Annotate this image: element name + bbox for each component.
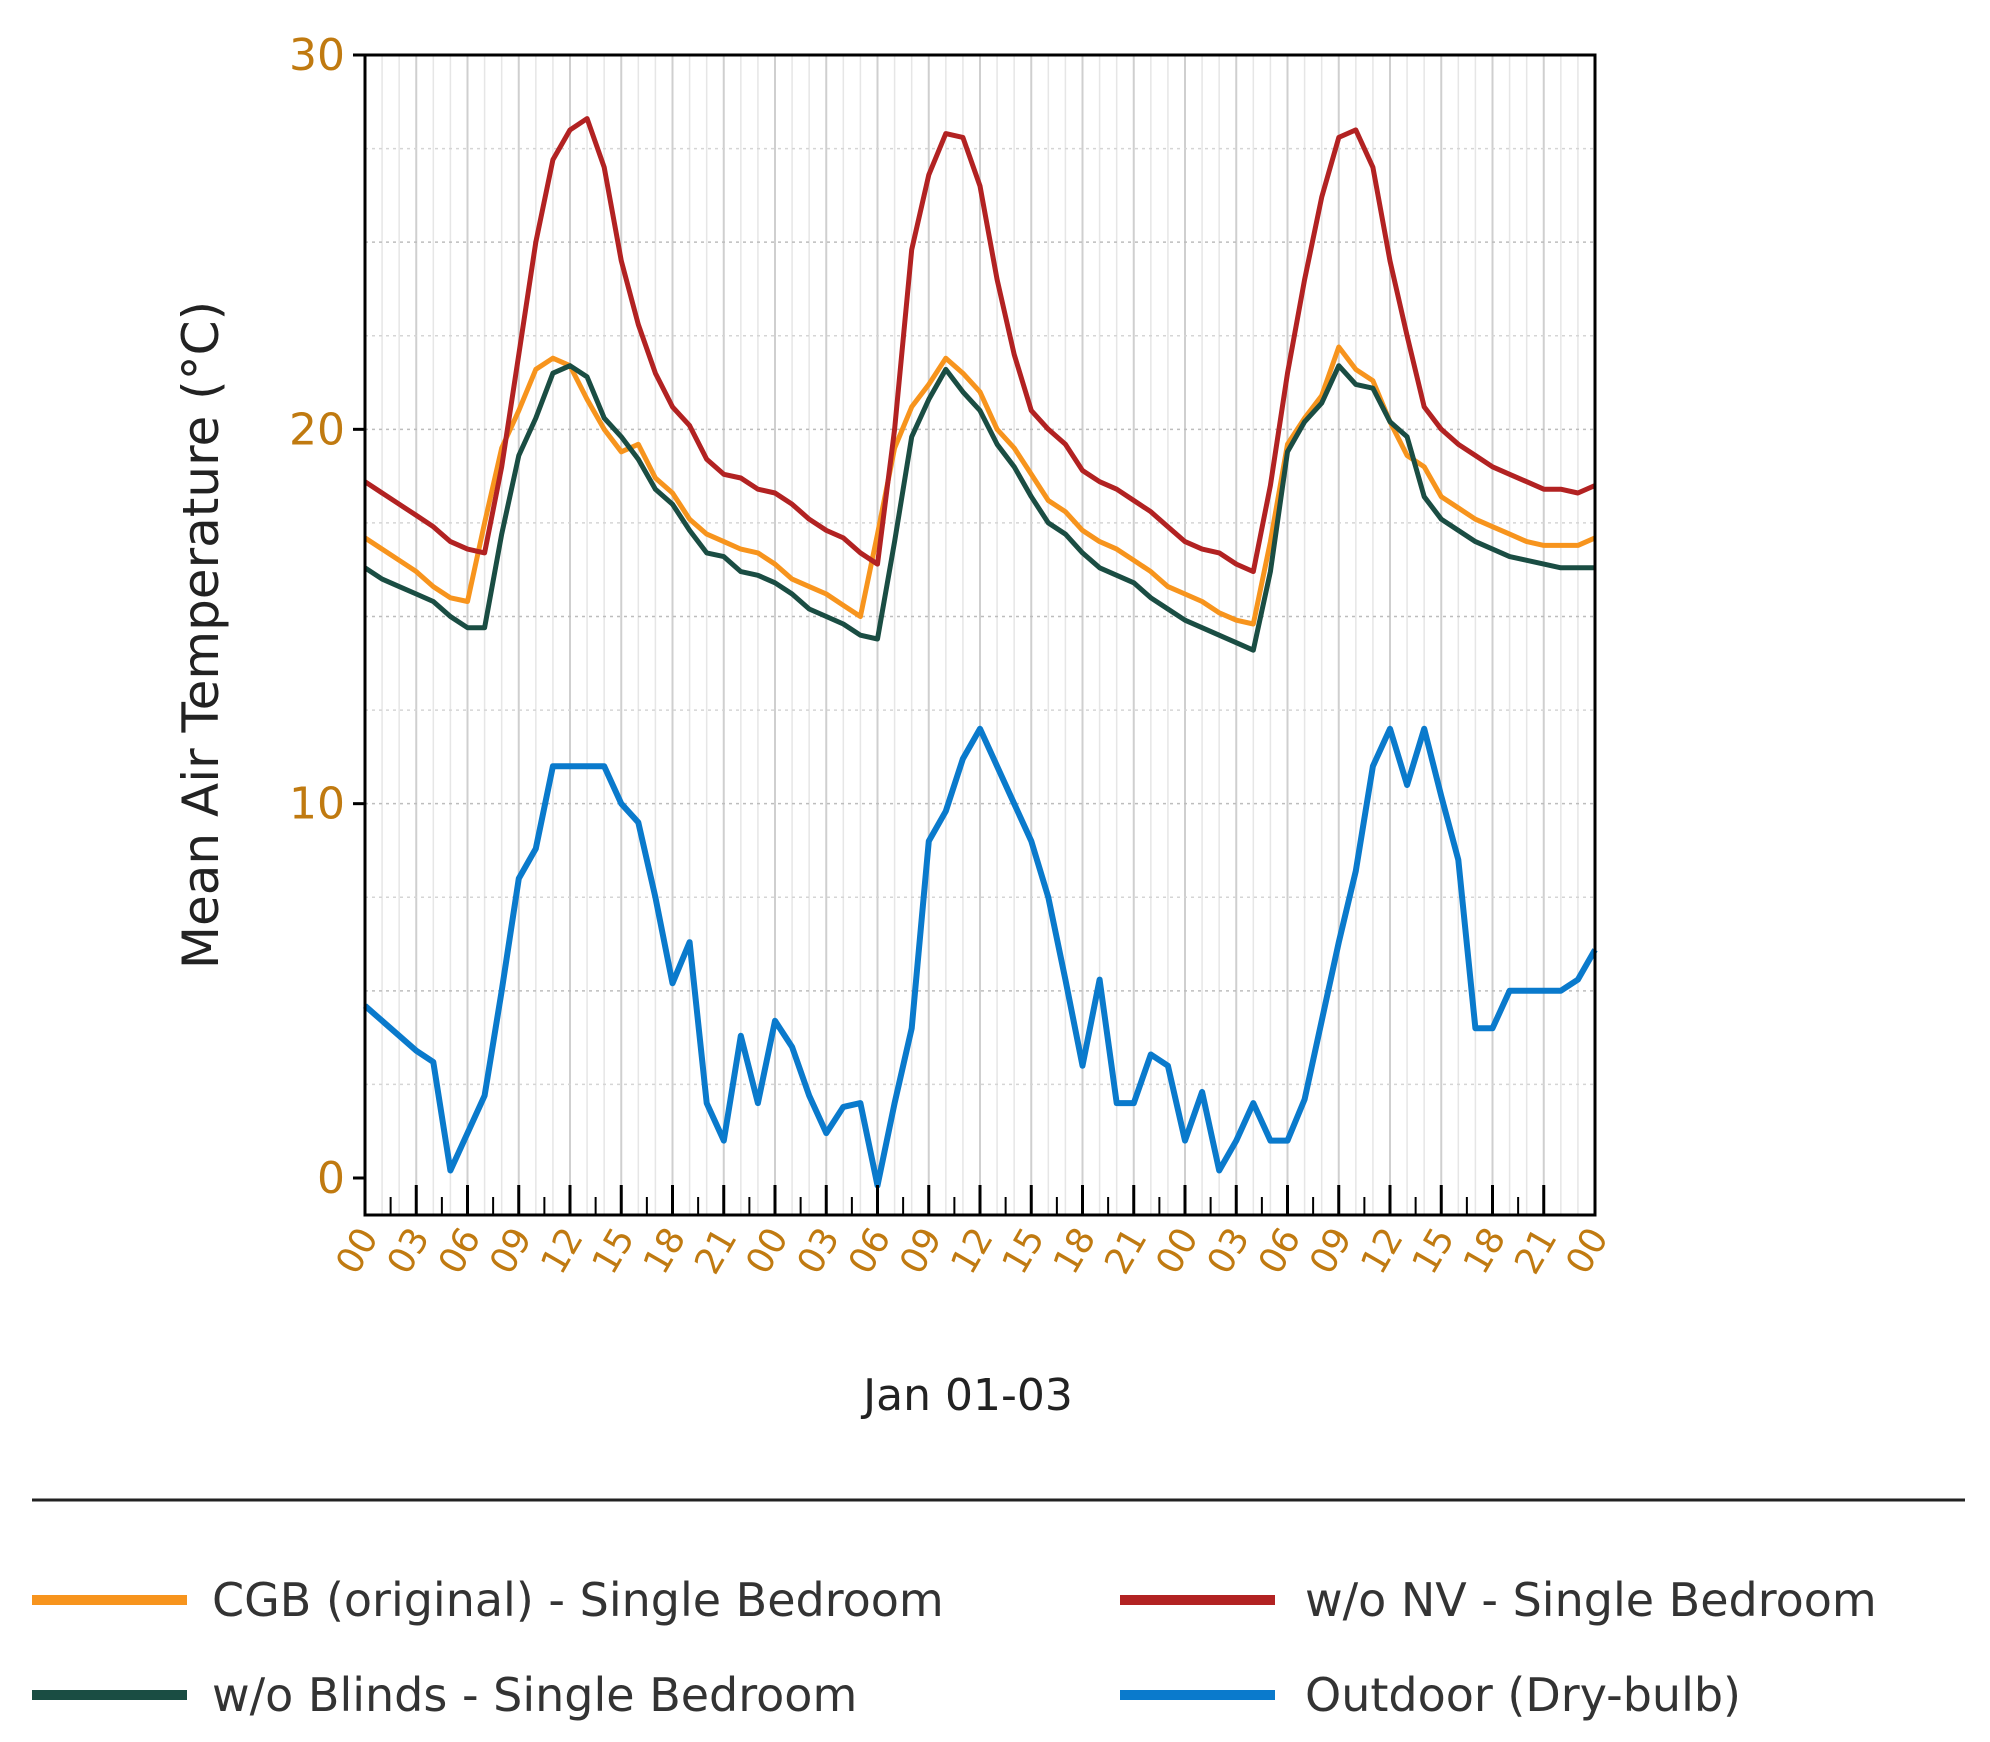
series-line-2 (363, 363, 1595, 653)
y-tick-label: 10 (289, 779, 345, 830)
x-tick-label: 15 (995, 1221, 1053, 1281)
x-tick-label: 03 (380, 1221, 438, 1281)
x-tick-label: 00 (1558, 1221, 1616, 1281)
x-tick-label: 12 (533, 1221, 591, 1281)
legend-item: w/o Blinds - Single Bedroom (32, 1668, 857, 1722)
y-tick-label: 30 (289, 30, 345, 81)
x-tick-label: 06 (841, 1221, 899, 1281)
x-tick-label: 06 (431, 1221, 489, 1281)
x-tick-label: 06 (1251, 1221, 1309, 1281)
legend-item: Outdoor (Dry-bulb) (1120, 1668, 1741, 1722)
legend-label: w/o Blinds - Single Bedroom (212, 1668, 857, 1722)
x-tick-label: 12 (943, 1221, 1001, 1281)
x-tick-label: 18 (636, 1221, 694, 1281)
x-axis-title: Jan 01-03 (860, 1370, 1073, 1421)
x-tick-label: 15 (585, 1221, 643, 1281)
y-axis-title: Mean Air Temperature (°C) (172, 301, 230, 969)
legend-label: CGB (original) - Single Bedroom (212, 1573, 944, 1627)
x-tick-label: 12 (1353, 1221, 1411, 1281)
x-tick-label: 21 (1097, 1221, 1155, 1281)
legend-item: w/o NV - Single Bedroom (1120, 1573, 1877, 1627)
x-tick-label: 09 (892, 1221, 950, 1281)
x-tick-label: 00 (738, 1221, 796, 1281)
legend: CGB (original) - Single Bedroom w/o NV - … (32, 1573, 1877, 1722)
x-tick-label: 03 (1200, 1221, 1258, 1281)
y-ticks: 0 10 20 30 (289, 30, 365, 1204)
x-tick-label: 09 (1302, 1221, 1360, 1281)
x-tick-label: 18 (1456, 1221, 1514, 1281)
x-tick-label: 09 (482, 1221, 540, 1281)
legend-label: Outdoor (Dry-bulb) (1305, 1668, 1741, 1722)
x-tick-label: 03 (790, 1221, 848, 1281)
x-tick-label: 18 (1046, 1221, 1104, 1281)
series-line-3 (363, 725, 1598, 1189)
x-tick-label: 15 (1405, 1221, 1463, 1281)
series-line-1 (363, 116, 1597, 575)
grid (365, 55, 1595, 1215)
y-tick-label: 20 (289, 404, 345, 455)
legend-label: w/o NV - Single Bedroom (1305, 1573, 1877, 1627)
x-tick-label: 00 (1148, 1221, 1206, 1281)
x-tick-label: 21 (687, 1221, 745, 1281)
x-tick-label: 21 (1507, 1221, 1565, 1281)
legend-item: CGB (original) - Single Bedroom (32, 1573, 944, 1627)
x-tick-label: 00 (328, 1221, 386, 1281)
series-lines (363, 116, 1598, 1189)
y-tick-label: 0 (317, 1153, 345, 1204)
